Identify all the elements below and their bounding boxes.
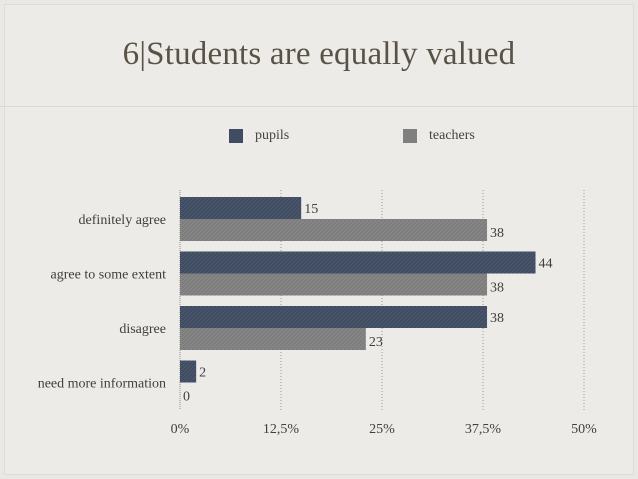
bar-pupils: [180, 360, 197, 383]
value-label-pupils: 44: [539, 257, 553, 272]
value-label-pupils: 2: [199, 366, 206, 381]
category-label: agree to some extent: [51, 268, 167, 283]
bar-teachers: [180, 219, 488, 241]
bars: [180, 197, 536, 383]
legend-label-pupils: pupils: [255, 128, 290, 143]
bar-pupils: [180, 251, 536, 274]
title-divider: [0, 106, 638, 107]
x-tick-label: 12,5%: [263, 422, 300, 437]
legend-swatch-pupils: [229, 129, 243, 143]
bar-teachers: [180, 328, 366, 350]
legend-item-teachers: teachers: [403, 128, 475, 144]
x-tick-label: 37,5%: [465, 422, 502, 437]
value-label-pupils: 15: [304, 202, 318, 217]
labels: 0% 12,5% 25% 37,5% 50% definitely agree 15 38 ag…: [38, 202, 597, 437]
x-tick-label: 25%: [369, 422, 395, 437]
category-label: need more information: [38, 377, 166, 392]
value-label-teachers: 0: [183, 390, 190, 405]
category-label: definitely agree: [79, 213, 166, 228]
category-label: disagree: [119, 322, 166, 337]
x-tick-label: 50%: [571, 422, 597, 437]
slide-title: 6|Students are equally valued: [122, 36, 516, 72]
value-label-teachers: 38: [490, 226, 504, 241]
legend-label-teachers: teachers: [429, 128, 475, 143]
legend-swatch-teachers: [403, 129, 417, 143]
bar-pupils: [180, 197, 302, 219]
legend-item-pupils: pupils: [229, 128, 289, 144]
value-label-teachers: 23: [369, 335, 383, 350]
value-label-teachers: 38: [490, 281, 504, 296]
value-label-pupils: 38: [490, 311, 504, 326]
bar-teachers: [180, 273, 488, 296]
bar-pupils: [180, 306, 488, 328]
x-tick-label: 0%: [171, 422, 190, 437]
